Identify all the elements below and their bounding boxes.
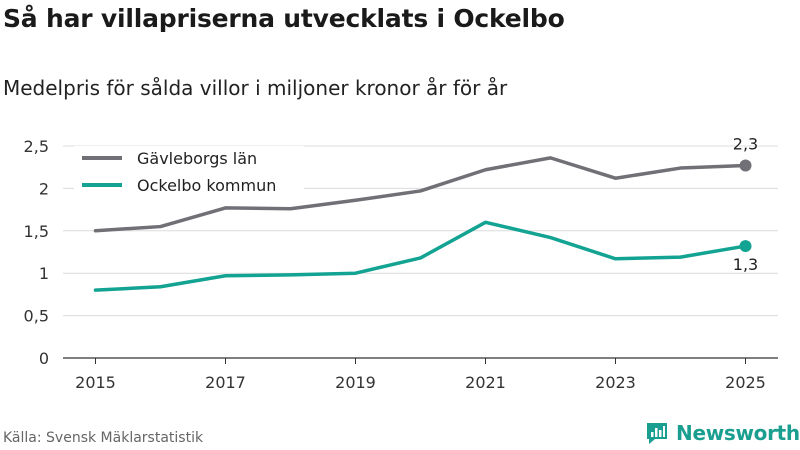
y-tick-label: 2	[39, 179, 49, 198]
x-tick-label: 2017	[205, 373, 246, 392]
brand-logo: Newsworthy	[644, 420, 800, 446]
x-axis-ticks: 2015 2017 2019 2021 2023 2025	[75, 358, 766, 392]
x-tick-label: 2025	[725, 373, 766, 392]
legend-background	[74, 146, 304, 202]
y-tick-label: 2,5	[24, 137, 49, 156]
series-endpoint-0	[739, 159, 752, 172]
y-tick-label: 1	[39, 264, 49, 283]
source-note: Källa: Svensk Mäklarstatistik	[3, 430, 204, 446]
chart-title: Så har villapriserna utvecklats i Ockelb…	[3, 4, 565, 33]
y-tick-label: 1,5	[24, 222, 49, 241]
legend-label-0: Gävleborgs län	[137, 149, 257, 168]
x-tick-label: 2023	[595, 373, 636, 392]
series-line-1	[93, 220, 748, 292]
x-tick-label: 2019	[335, 373, 376, 392]
y-tick-label: 0,5	[24, 307, 49, 326]
y-tick-label: 0	[39, 349, 49, 368]
x-tick-label: 2021	[465, 373, 506, 392]
newsworthy-logo-icon	[647, 423, 667, 444]
x-tick-label: 2015	[75, 373, 116, 392]
series-end-label-1: 1,3	[733, 255, 758, 274]
legend-label-1: Ockelbo kommun	[137, 176, 276, 195]
legend: Gävleborgs län Ockelbo kommun	[74, 146, 304, 202]
brand-name: Newsworthy	[676, 421, 800, 445]
series-endpoint-1	[739, 240, 752, 253]
y-axis-ticks: 0 0,5 1 1,5 2 2,5	[24, 137, 49, 368]
chart-subtitle: Medelpris för sålda villor i miljoner kr…	[3, 76, 508, 100]
series-lines: 2,3 1,3	[93, 135, 758, 292]
series-end-label-0: 2,3	[733, 135, 758, 154]
